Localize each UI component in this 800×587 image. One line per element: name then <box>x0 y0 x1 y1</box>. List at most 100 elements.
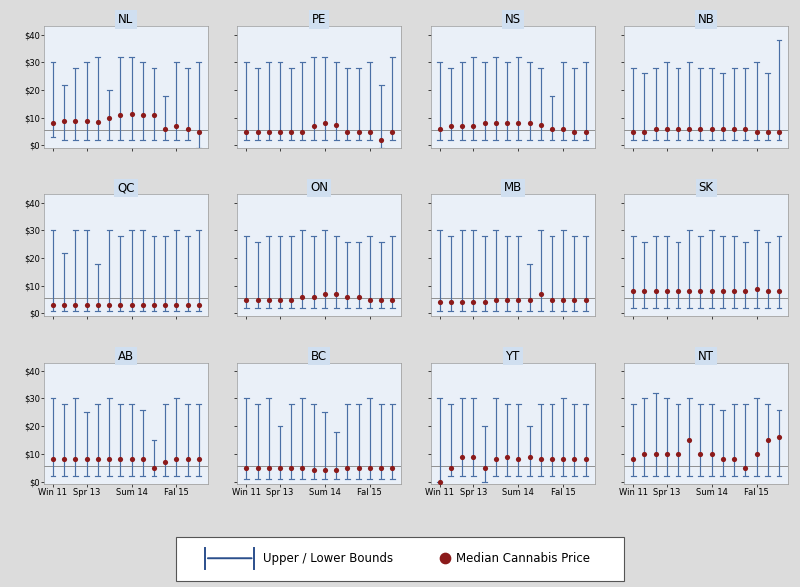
Point <box>501 295 514 304</box>
Point <box>262 463 275 473</box>
Point <box>285 127 298 136</box>
Point <box>182 301 194 310</box>
Point <box>683 436 696 445</box>
Point <box>728 124 741 133</box>
Point <box>341 127 354 136</box>
Point <box>434 298 446 307</box>
Point <box>717 455 730 464</box>
Point <box>546 295 558 304</box>
Point <box>46 301 59 310</box>
Point <box>69 455 82 464</box>
Title: ON: ON <box>310 181 328 194</box>
Point <box>58 116 70 125</box>
Point <box>307 292 320 302</box>
Point <box>182 124 194 133</box>
Point <box>296 463 309 473</box>
Point <box>330 289 342 299</box>
Point <box>523 119 536 128</box>
Point <box>46 455 59 464</box>
Point <box>750 449 763 458</box>
Point <box>762 436 774 445</box>
Point <box>125 455 138 464</box>
Point <box>660 449 673 458</box>
Point <box>534 289 547 299</box>
Point <box>773 286 786 296</box>
Point <box>434 477 446 486</box>
Point <box>672 286 685 296</box>
Point <box>296 292 309 302</box>
Title: NL: NL <box>118 14 134 26</box>
Point <box>147 110 160 120</box>
Point <box>557 124 570 133</box>
Text: Upper / Lower Bounds: Upper / Lower Bounds <box>263 552 394 565</box>
Point <box>147 463 160 473</box>
Point <box>91 455 104 464</box>
Point <box>114 455 126 464</box>
Point <box>773 127 786 136</box>
Point <box>501 119 514 128</box>
Title: NB: NB <box>698 14 714 26</box>
Title: PE: PE <box>312 14 326 26</box>
Point <box>694 124 707 133</box>
Point <box>478 463 491 473</box>
Point <box>750 127 763 136</box>
Point <box>274 463 286 473</box>
Point <box>102 301 115 310</box>
Point <box>579 455 592 464</box>
Point <box>523 295 536 304</box>
Title: NS: NS <box>505 14 521 26</box>
Point <box>512 295 525 304</box>
Point <box>352 127 365 136</box>
Point <box>102 113 115 123</box>
Point <box>318 465 331 475</box>
Point <box>694 286 707 296</box>
Point <box>262 295 275 304</box>
Point <box>125 109 138 119</box>
Point <box>739 286 752 296</box>
Point <box>386 127 398 136</box>
Point <box>706 449 718 458</box>
Point <box>717 286 730 296</box>
Point <box>91 301 104 310</box>
Point <box>762 127 774 136</box>
Point <box>579 295 592 304</box>
Point <box>717 124 730 133</box>
Point <box>363 295 376 304</box>
Point <box>568 455 581 464</box>
Point <box>352 463 365 473</box>
Point <box>159 301 172 310</box>
Point <box>318 119 331 128</box>
Point <box>363 463 376 473</box>
Point <box>296 127 309 136</box>
Point <box>456 298 469 307</box>
Point <box>512 455 525 464</box>
Point <box>114 301 126 310</box>
Point <box>773 433 786 442</box>
Point <box>193 455 206 464</box>
Point <box>58 301 70 310</box>
Point <box>193 301 206 310</box>
Point <box>649 286 662 296</box>
Point <box>285 295 298 304</box>
Title: YT: YT <box>506 349 520 363</box>
Point <box>170 122 183 131</box>
Point <box>125 301 138 310</box>
Point <box>638 127 650 136</box>
Point <box>557 295 570 304</box>
Point <box>240 295 253 304</box>
Point <box>557 455 570 464</box>
Point <box>147 301 160 310</box>
Point <box>330 120 342 129</box>
Point <box>91 117 104 127</box>
Point <box>307 465 320 475</box>
Point <box>467 122 480 131</box>
Point <box>170 301 183 310</box>
Point <box>660 286 673 296</box>
Point <box>739 124 752 133</box>
Point <box>240 463 253 473</box>
Point <box>694 449 707 458</box>
Point <box>80 301 93 310</box>
Point <box>374 135 387 144</box>
Point <box>102 455 115 464</box>
Point <box>274 127 286 136</box>
